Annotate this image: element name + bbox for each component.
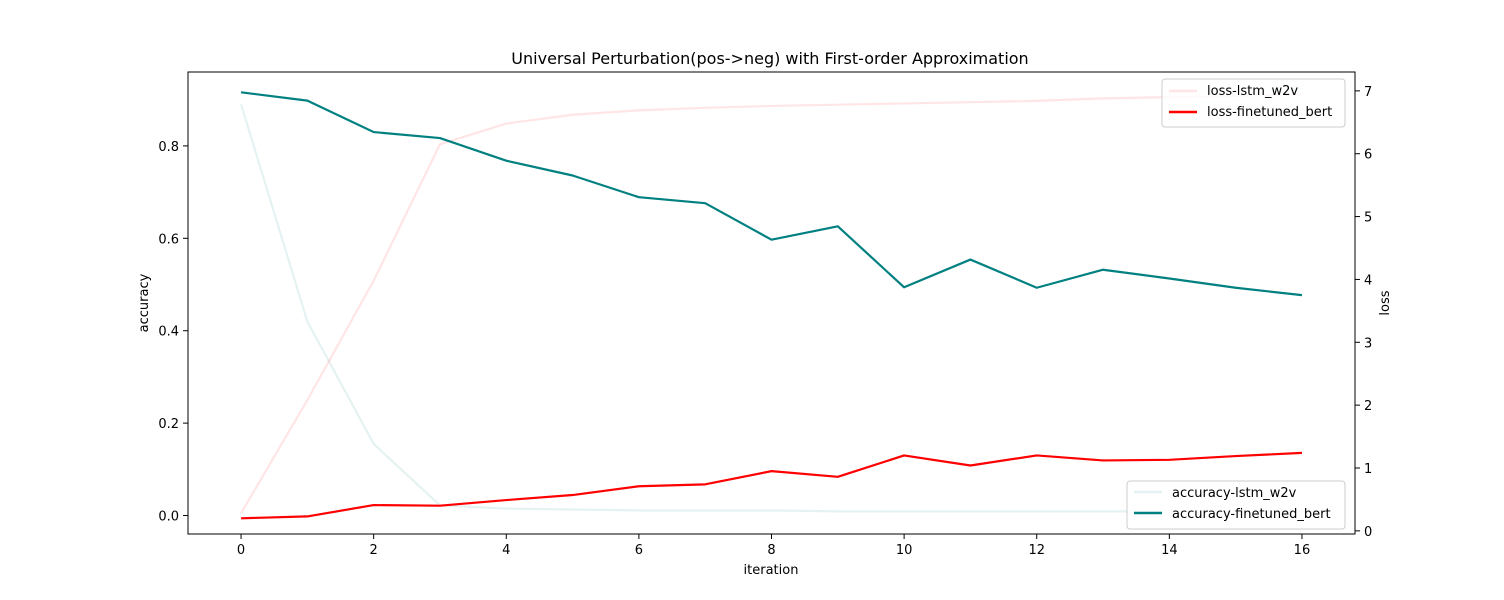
y-axis-left: 0.0 0.2 0.4 0.6 0.8 bbox=[158, 140, 188, 525]
x-axis-title: iteration bbox=[744, 563, 799, 578]
y-right-tick-label: 5 bbox=[1364, 211, 1372, 226]
legend-loss-lstm-label: loss-lstm_w2v bbox=[1207, 84, 1298, 99]
series-line-loss-lstm-w2v bbox=[240, 93, 1302, 514]
y-left-tick-label: 0.8 bbox=[158, 140, 179, 155]
y-right-tick-label: 7 bbox=[1364, 85, 1372, 100]
x-tick-label: 12 bbox=[1028, 543, 1045, 558]
y-right-tick-label: 4 bbox=[1364, 273, 1372, 288]
y-right-tick-label: 0 bbox=[1364, 525, 1372, 540]
series-line-accuracy-lstm-w2v bbox=[239, 104, 1302, 513]
legend-accuracy: accuracy-lstm_w2v accuracy-finetuned_ber… bbox=[1126, 480, 1346, 530]
legend-loss-bert-label: loss-finetuned_bert bbox=[1207, 105, 1332, 120]
y-right-tick-label: 2 bbox=[1364, 399, 1372, 414]
y-right-tick-label: 6 bbox=[1364, 148, 1372, 163]
x-tick-label: 8 bbox=[767, 543, 775, 558]
legend-loss-box bbox=[1161, 78, 1346, 128]
x-tick-label: 0 bbox=[237, 543, 245, 558]
y-right-tick-label: 3 bbox=[1364, 336, 1372, 351]
y-left-tick-label: 0.0 bbox=[158, 510, 179, 525]
plot-frame bbox=[187, 71, 1356, 535]
x-tick-label: 2 bbox=[370, 543, 378, 558]
y-axis-right: 0 1 2 3 4 5 6 7 bbox=[1355, 85, 1372, 540]
x-axis: 0 2 4 6 8 10 12 14 16 bbox=[237, 534, 1310, 558]
x-tick-label: 14 bbox=[1161, 543, 1178, 558]
legend-accuracy-box bbox=[1126, 480, 1346, 530]
x-tick-label: 10 bbox=[896, 543, 913, 558]
legend-accuracy-lstm-label: accuracy-lstm_w2v bbox=[1172, 486, 1297, 501]
x-tick-label: 6 bbox=[635, 543, 643, 558]
chart-title: Universal Perturbation(pos->neg) with Fi… bbox=[511, 49, 1028, 68]
x-tick-label: 16 bbox=[1294, 543, 1311, 558]
series-line-loss-finetuned-bert bbox=[241, 451, 1303, 520]
series-line-accuracy-finetuned-bert bbox=[240, 91, 1303, 297]
y-axis-left-title: accuracy bbox=[137, 273, 152, 332]
x-tick-label: 4 bbox=[502, 543, 510, 558]
legend-accuracy-bert-label: accuracy-finetuned_bert bbox=[1172, 507, 1331, 522]
y-axis-right-title: loss bbox=[1378, 290, 1393, 315]
y-left-tick-label: 0.4 bbox=[158, 325, 179, 340]
y-left-tick-label: 0.2 bbox=[158, 417, 179, 432]
y-right-tick-label: 1 bbox=[1364, 462, 1372, 477]
legend-loss: loss-lstm_w2v loss-finetuned_bert bbox=[1161, 78, 1346, 128]
y-left-tick-label: 0.6 bbox=[158, 232, 179, 247]
series-layer bbox=[239, 91, 1303, 520]
